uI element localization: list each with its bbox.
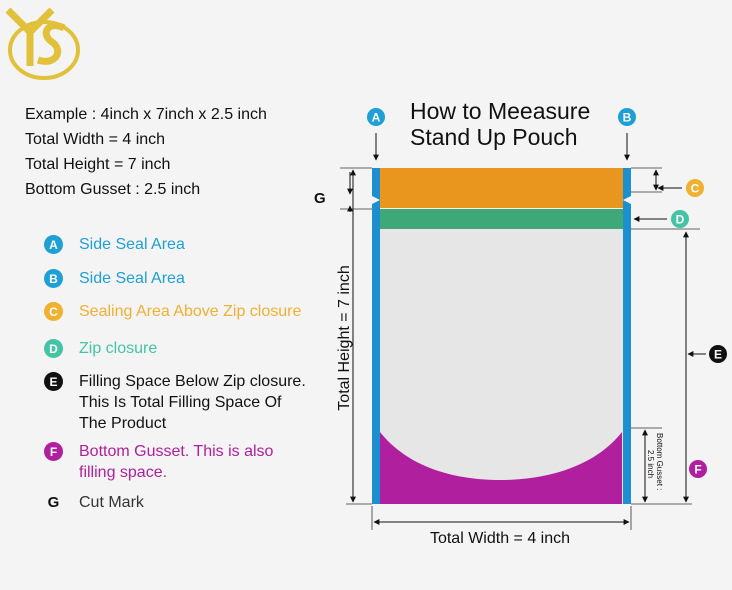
callout-d-letter: D (676, 213, 685, 227)
gusset-label-line1: Bottom Gusset : (655, 433, 664, 490)
badge-b-icon: B (44, 269, 63, 288)
legend-label-d: Zip closure (79, 340, 158, 357)
legend-label-a: Side Seal Area (79, 236, 185, 253)
legend-label-c: Sealing Area Above Zip closure (79, 303, 302, 320)
legend-item-a: A Side Seal Area (44, 234, 185, 255)
callout-a-letter: A (372, 111, 381, 125)
badge-e-icon: E (44, 372, 63, 391)
badge-a-icon: A (44, 235, 63, 254)
legend-item-c: C Sealing Area Above Zip closure (44, 301, 301, 322)
bottom-gusset-area (380, 432, 622, 504)
total-height-label: Total Height = 7 inch (336, 265, 353, 410)
bottom-gusset-line: Bottom Gusset : 2.5 inch (25, 181, 201, 198)
legend-label-f: Bottom Gusset. This is also filling spac… (79, 443, 274, 481)
tear-notch-right (623, 196, 631, 204)
legend-item-g: G Cut Mark (44, 492, 144, 513)
legend-item-d: D Zip closure (44, 338, 157, 359)
callout-e-letter: E (714, 348, 722, 362)
pouch-body (378, 229, 624, 504)
top-seal-area (378, 168, 624, 208)
side-seal-left (372, 168, 380, 504)
legend-item-b: B Side Seal Area (44, 268, 185, 289)
callout-f-letter: F (694, 463, 701, 477)
total-height-line: Total Height = 7 inch (25, 156, 171, 173)
zip-closure (372, 209, 631, 229)
legend-item-f: F Bottom Gusset. This is also filling sp… (44, 441, 273, 483)
legend-label-b: Side Seal Area (79, 270, 185, 287)
callout-c-letter: C (691, 182, 700, 196)
brand-logo (5, 7, 80, 80)
example-line: Example : 4inch x 7inch x 2.5 inch (25, 106, 267, 123)
total-width-label: Total Width = 4 inch (430, 530, 570, 547)
callout-b-icon (618, 108, 636, 126)
badge-c-icon: C (44, 302, 63, 321)
example-dimensions: Example : 4inch x 7inch x 2.5 inch Total… (25, 104, 267, 204)
badge-f-icon: F (44, 442, 63, 461)
callout-c-icon (686, 179, 704, 197)
legend-item-e: E Filling Space Below Zip closure. This … (44, 371, 306, 434)
callout-b-letter: B (623, 111, 632, 125)
diagram-title: How to Meeasure Stand Up Pouch (410, 98, 591, 150)
cut-mark-label: G (314, 190, 326, 207)
gusset-label-line2: 2.5 inch (646, 450, 655, 478)
badge-g-icon: G (47, 494, 60, 511)
tear-notch-left (372, 196, 380, 204)
legend-label-g: Cut Mark (79, 494, 144, 511)
badge-d-icon: D (44, 339, 63, 358)
side-seal-right (623, 168, 631, 504)
legend-label-e: Filling Space Below Zip closure. This Is… (79, 373, 306, 432)
callout-f-icon (689, 460, 707, 478)
callout-a-icon (367, 108, 385, 126)
callout-e-icon (709, 345, 727, 363)
total-width-line: Total Width = 4 inch (25, 131, 166, 148)
callout-d-icon (671, 210, 689, 228)
